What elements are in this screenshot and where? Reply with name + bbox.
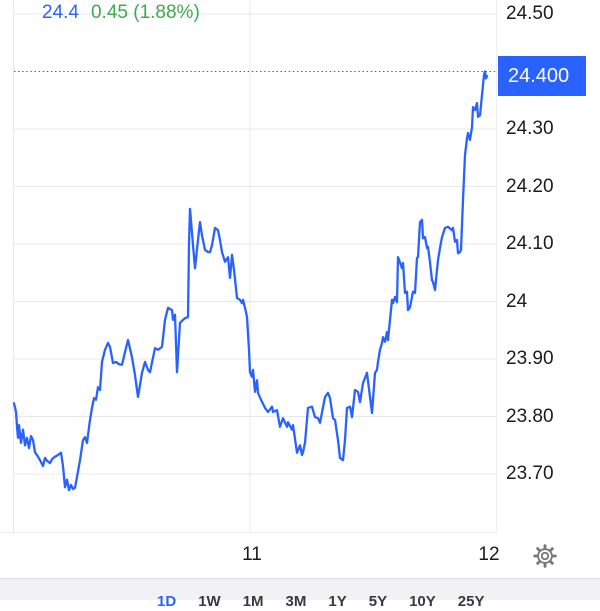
timeframe-button-25y[interactable]: 25Y bbox=[457, 593, 485, 610]
last-price-text: 24.4 bbox=[42, 2, 79, 23]
price-axis-label: 24.10 bbox=[506, 233, 554, 254]
time-axis-label: 12 bbox=[478, 544, 500, 565]
timeframe-row: 1D 1W 1M 3M 1Y 5Y 10Y 25Y bbox=[157, 593, 485, 611]
last-price-badge-value: 24.400 bbox=[508, 64, 570, 87]
timeframe-button-1y[interactable]: 1Y bbox=[328, 593, 347, 610]
price-series-line bbox=[12, 70, 489, 492]
quote-overlay: 24.4 0.45 (1.88%) bbox=[42, 2, 200, 24]
timeframe-bar: 1D 1W 1M 3M 1Y 5Y 10Y 25Y bbox=[0, 578, 600, 610]
timeframe-button-10y[interactable]: 10Y bbox=[409, 593, 436, 610]
price-axis-label: 24.50 bbox=[506, 3, 554, 24]
timeframe-button-3m[interactable]: 3M bbox=[285, 593, 307, 610]
price-axis-label: 24 bbox=[506, 290, 528, 312]
last-price-badge: 24.400 bbox=[498, 55, 586, 96]
price-axis-label: 23.80 bbox=[506, 405, 554, 427]
timeframe-button-1d[interactable]: 1D bbox=[157, 593, 177, 610]
gear-icon bbox=[533, 544, 557, 568]
timeframe-button-1w[interactable]: 1W bbox=[198, 593, 221, 610]
price-axis-label: 24.30 bbox=[506, 118, 554, 139]
time-axis-label: 11 bbox=[242, 544, 262, 565]
price-axis-label: 24.20 bbox=[506, 175, 554, 197]
settings-button[interactable] bbox=[530, 541, 560, 571]
timeframe-button-1m[interactable]: 1M bbox=[242, 593, 264, 610]
price-axis-label: 23.90 bbox=[506, 348, 554, 369]
price-axis-label: 23.70 bbox=[506, 463, 554, 484]
timeframe-button-5y[interactable]: 5Y bbox=[368, 593, 388, 610]
time-axis[interactable]: 11 12 bbox=[0, 533, 600, 578]
price-change-text: 0.45 (1.88%) bbox=[90, 2, 200, 23]
